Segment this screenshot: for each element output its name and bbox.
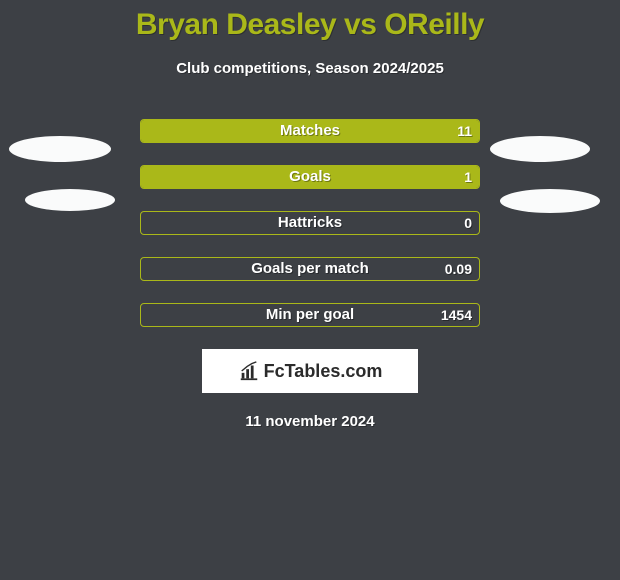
- bar-value: 0: [464, 211, 472, 235]
- bar-label: Goals: [140, 165, 480, 189]
- date-label: 11 november 2024: [0, 413, 620, 430]
- subtitle: Club competitions, Season 2024/2025: [0, 60, 620, 77]
- left-ellipse-2: [25, 189, 115, 211]
- bar-label: Min per goal: [140, 303, 480, 327]
- bar-value: 0.09: [445, 257, 472, 281]
- bar-chart-icon: [238, 360, 260, 382]
- right-ellipse-1: [490, 136, 590, 162]
- right-ellipse-2: [500, 189, 600, 213]
- bar-value: 11: [457, 119, 472, 143]
- stat-row-matches: Matches 11: [140, 119, 480, 143]
- stat-row-goals-per-match: Goals per match 0.09: [140, 257, 480, 281]
- logo-inner: FcTables.com: [238, 360, 383, 382]
- left-ellipse-1: [9, 136, 111, 162]
- stat-row-hattricks: Hattricks 0: [140, 211, 480, 235]
- logo-text: FcTables.com: [264, 361, 383, 382]
- bar-label: Matches: [140, 119, 480, 143]
- stat-row-goals: Goals 1: [140, 165, 480, 189]
- bar-label: Hattricks: [140, 211, 480, 235]
- bar-value: 1454: [441, 303, 472, 327]
- bar-value: 1: [464, 165, 472, 189]
- bars-area: Matches 11 Goals 1 Hattricks 0 Goals per…: [0, 119, 620, 327]
- stat-row-min-per-goal: Min per goal 1454: [140, 303, 480, 327]
- bar-label: Goals per match: [140, 257, 480, 281]
- attribution-logo[interactable]: FcTables.com: [202, 349, 418, 393]
- page-title: Bryan Deasley vs OReilly: [0, 8, 620, 42]
- comparison-card: Bryan Deasley vs OReilly Club competitio…: [0, 0, 620, 430]
